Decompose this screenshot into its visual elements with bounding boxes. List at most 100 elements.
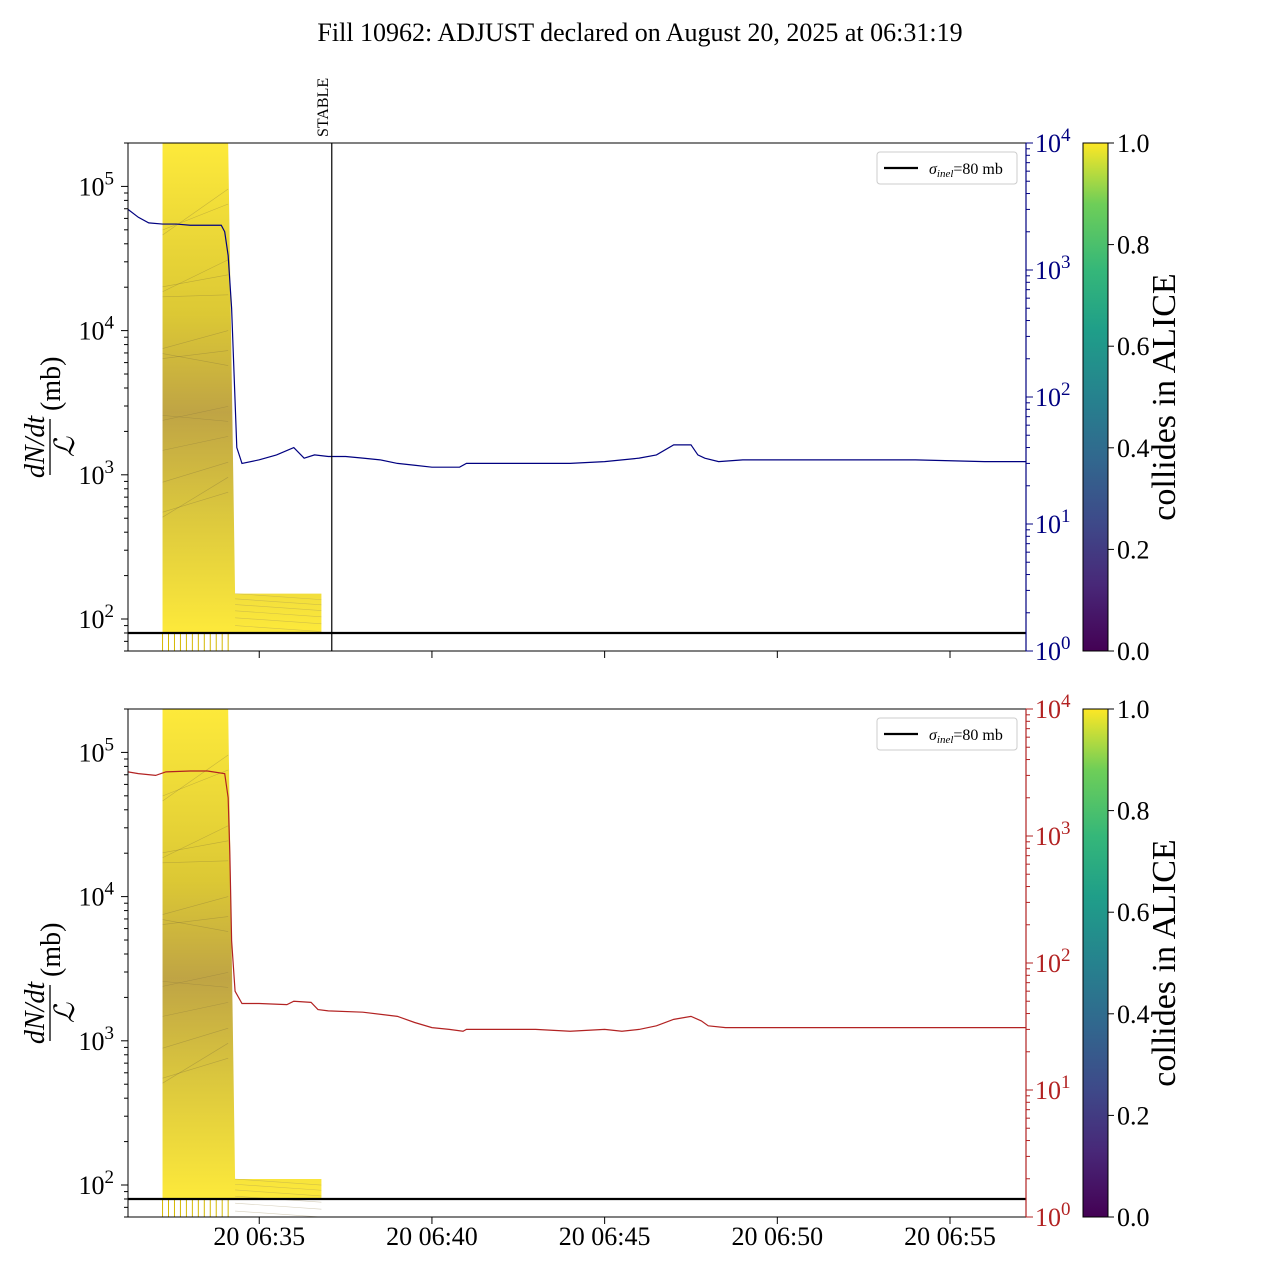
bunch-trace bbox=[162, 919, 229, 932]
bunch-trace bbox=[162, 274, 229, 288]
y-label-numerator: dN/dt bbox=[20, 981, 51, 1044]
bunch-trace bbox=[235, 1183, 322, 1191]
bunch-trace bbox=[162, 353, 229, 366]
bunch-trace bbox=[162, 916, 229, 925]
y2-tick-label: 104 bbox=[1035, 125, 1071, 158]
x-tick-label: 20 06:50 bbox=[731, 1222, 823, 1251]
bunch-trace bbox=[162, 896, 229, 915]
y2-tick-label: 102 bbox=[1035, 379, 1071, 412]
y-label-numerator: dN/dt bbox=[20, 415, 51, 478]
bunch-trace bbox=[162, 972, 229, 987]
colorbar-tick-label: 0.0 bbox=[1117, 1203, 1150, 1232]
bunch-trace bbox=[162, 350, 229, 359]
bunch-trace bbox=[162, 415, 229, 422]
y2-tick-label: 103 bbox=[1035, 252, 1071, 285]
legend-box bbox=[876, 717, 1018, 751]
y-label-denominator: ℒ bbox=[50, 436, 81, 457]
bunch-trace bbox=[162, 436, 229, 451]
panel-bottom: 102 103 104 105 100 101 102 103 104 20 06:35 20 06… bbox=[20, 691, 1183, 1251]
bunch-trace bbox=[162, 840, 229, 854]
bunch-trace bbox=[162, 1042, 229, 1084]
y2-tick-label: 103 bbox=[1035, 818, 1071, 851]
bunch-trace bbox=[162, 1057, 229, 1079]
legend: σinel=80 mb bbox=[876, 717, 1018, 751]
y2-tick-label: 101 bbox=[1035, 1072, 1071, 1105]
colorbar-tick-label: 0.4 bbox=[1117, 1000, 1150, 1029]
bunch-trace bbox=[235, 625, 322, 632]
colorbar-tick-label: 1.0 bbox=[1117, 695, 1150, 724]
bunch-trace bbox=[235, 1210, 322, 1217]
bunch-trace bbox=[235, 604, 322, 611]
y-label-unit: (mb) bbox=[36, 357, 67, 411]
y-label-unit: (mb) bbox=[36, 923, 67, 977]
bunch-trace bbox=[235, 617, 322, 625]
colorbar-tick-label: 0.2 bbox=[1117, 1101, 1150, 1130]
colorbar-tick-label: 0.4 bbox=[1117, 434, 1150, 463]
bunch-trace bbox=[162, 1027, 229, 1049]
bunch-trace bbox=[162, 476, 229, 518]
bunch-trace bbox=[162, 406, 229, 421]
bunch-trace bbox=[162, 203, 229, 231]
x-tick-label: 20 06:40 bbox=[386, 1222, 478, 1251]
bunch-trace bbox=[162, 259, 229, 293]
y2-tick-label: 100 bbox=[1035, 633, 1071, 666]
colorbar-tick-label: 0.6 bbox=[1117, 898, 1150, 927]
bunch-trace bbox=[235, 610, 322, 618]
rate-series-line bbox=[128, 208, 1026, 468]
bunch-trace bbox=[235, 1202, 322, 1210]
stable-label: STABLE bbox=[315, 78, 332, 137]
y2-tick-label: 100 bbox=[1035, 1199, 1071, 1232]
legend-label: σinel=80 mb bbox=[929, 161, 1003, 180]
plot-area-bottom bbox=[128, 709, 1026, 1217]
y-tick-label: 104 bbox=[79, 879, 115, 912]
bunch-traces-band bbox=[162, 143, 322, 633]
bunch-trace bbox=[162, 188, 229, 236]
bunch-trace bbox=[235, 593, 322, 600]
colorbar-tick-label: 0.8 bbox=[1117, 797, 1150, 826]
colorbar bbox=[1082, 142, 1109, 652]
rate-series-line bbox=[128, 770, 1026, 1032]
x-tick-label: 20 06:55 bbox=[904, 1222, 996, 1251]
y-tick-label: 103 bbox=[79, 457, 115, 490]
figure-title: Fill 10962: ADJUST declared on August 20… bbox=[317, 18, 963, 47]
y-axis-label: dN/dt ℒ (mb) bbox=[20, 923, 81, 1045]
panel-top: STABLE 102 103 104 105 100 101 102 103 104 dN/dt ℒ (… bbox=[20, 78, 1183, 666]
bunch-trace bbox=[162, 769, 229, 797]
legend-label: σinel=80 mb bbox=[929, 727, 1003, 746]
colorbar-tick-label: 0.0 bbox=[1117, 637, 1150, 666]
x-tick-label: 20 06:35 bbox=[213, 1222, 305, 1251]
bunch-trace bbox=[235, 1189, 322, 1197]
colorbar-tick-label: 0.6 bbox=[1117, 332, 1150, 361]
x-tick-label: 20 06:45 bbox=[559, 1222, 651, 1251]
bunch-trace bbox=[162, 860, 229, 864]
bunch-trace bbox=[162, 491, 229, 513]
bunch-trace bbox=[162, 294, 229, 298]
bunch-trace bbox=[235, 598, 322, 606]
bunch-trace bbox=[162, 461, 229, 483]
bunch-trace bbox=[162, 1002, 229, 1017]
legend: σinel=80 mb bbox=[876, 151, 1018, 185]
bunch-trace bbox=[162, 825, 229, 859]
y-tick-label: 105 bbox=[79, 168, 115, 201]
y-tick-label: 104 bbox=[79, 313, 115, 346]
colorbar-tick-label: 0.8 bbox=[1117, 231, 1150, 260]
y-label-denominator: ℒ bbox=[50, 1002, 81, 1023]
plot-area-top bbox=[128, 143, 1026, 651]
legend-box bbox=[876, 151, 1018, 185]
axes-frame bbox=[127, 142, 1027, 652]
y2-tick-label: 101 bbox=[1035, 506, 1071, 539]
colorbar-tick-label: 0.2 bbox=[1117, 535, 1150, 564]
bunch-trace bbox=[162, 754, 229, 802]
y-tick-label: 102 bbox=[79, 601, 115, 634]
y-tick-label: 102 bbox=[79, 1167, 115, 1200]
bunch-trace bbox=[235, 1178, 322, 1186]
bunch-trace bbox=[162, 981, 229, 988]
y-axis-label: dN/dt ℒ (mb) bbox=[20, 357, 81, 479]
y-tick-label: 103 bbox=[79, 1023, 115, 1056]
colorbar-tick-label: 1.0 bbox=[1117, 129, 1150, 158]
bunch-trace bbox=[162, 330, 229, 349]
axes-frame bbox=[127, 708, 1027, 1218]
y2-tick-label: 104 bbox=[1035, 691, 1071, 724]
colorbar-label: collides in ALICE bbox=[1146, 839, 1183, 1086]
